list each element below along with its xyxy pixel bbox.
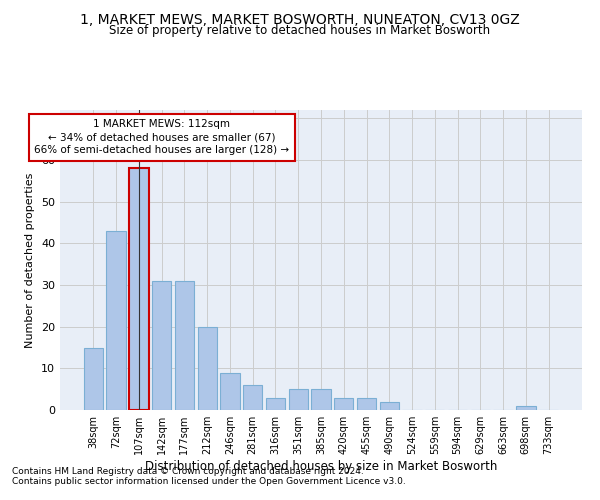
Y-axis label: Number of detached properties: Number of detached properties <box>25 172 35 348</box>
Bar <box>311 389 331 410</box>
Bar <box>129 168 149 410</box>
Bar <box>220 372 239 410</box>
X-axis label: Distribution of detached houses by size in Market Bosworth: Distribution of detached houses by size … <box>145 460 497 473</box>
Bar <box>106 231 126 410</box>
Bar <box>243 385 262 410</box>
Bar <box>266 398 285 410</box>
Text: Contains HM Land Registry data © Crown copyright and database right 2024.: Contains HM Land Registry data © Crown c… <box>12 467 364 476</box>
Bar <box>516 406 536 410</box>
Bar <box>380 402 399 410</box>
Text: 1 MARKET MEWS: 112sqm
← 34% of detached houses are smaller (67)
66% of semi-deta: 1 MARKET MEWS: 112sqm ← 34% of detached … <box>34 119 289 156</box>
Text: 1, MARKET MEWS, MARKET BOSWORTH, NUNEATON, CV13 0GZ: 1, MARKET MEWS, MARKET BOSWORTH, NUNEATO… <box>80 12 520 26</box>
Text: Contains public sector information licensed under the Open Government Licence v3: Contains public sector information licen… <box>12 477 406 486</box>
Bar <box>197 326 217 410</box>
Bar <box>152 281 172 410</box>
Bar <box>334 398 353 410</box>
Bar <box>175 281 194 410</box>
Bar <box>289 389 308 410</box>
Bar <box>357 398 376 410</box>
Text: Size of property relative to detached houses in Market Bosworth: Size of property relative to detached ho… <box>109 24 491 37</box>
Bar <box>84 348 103 410</box>
